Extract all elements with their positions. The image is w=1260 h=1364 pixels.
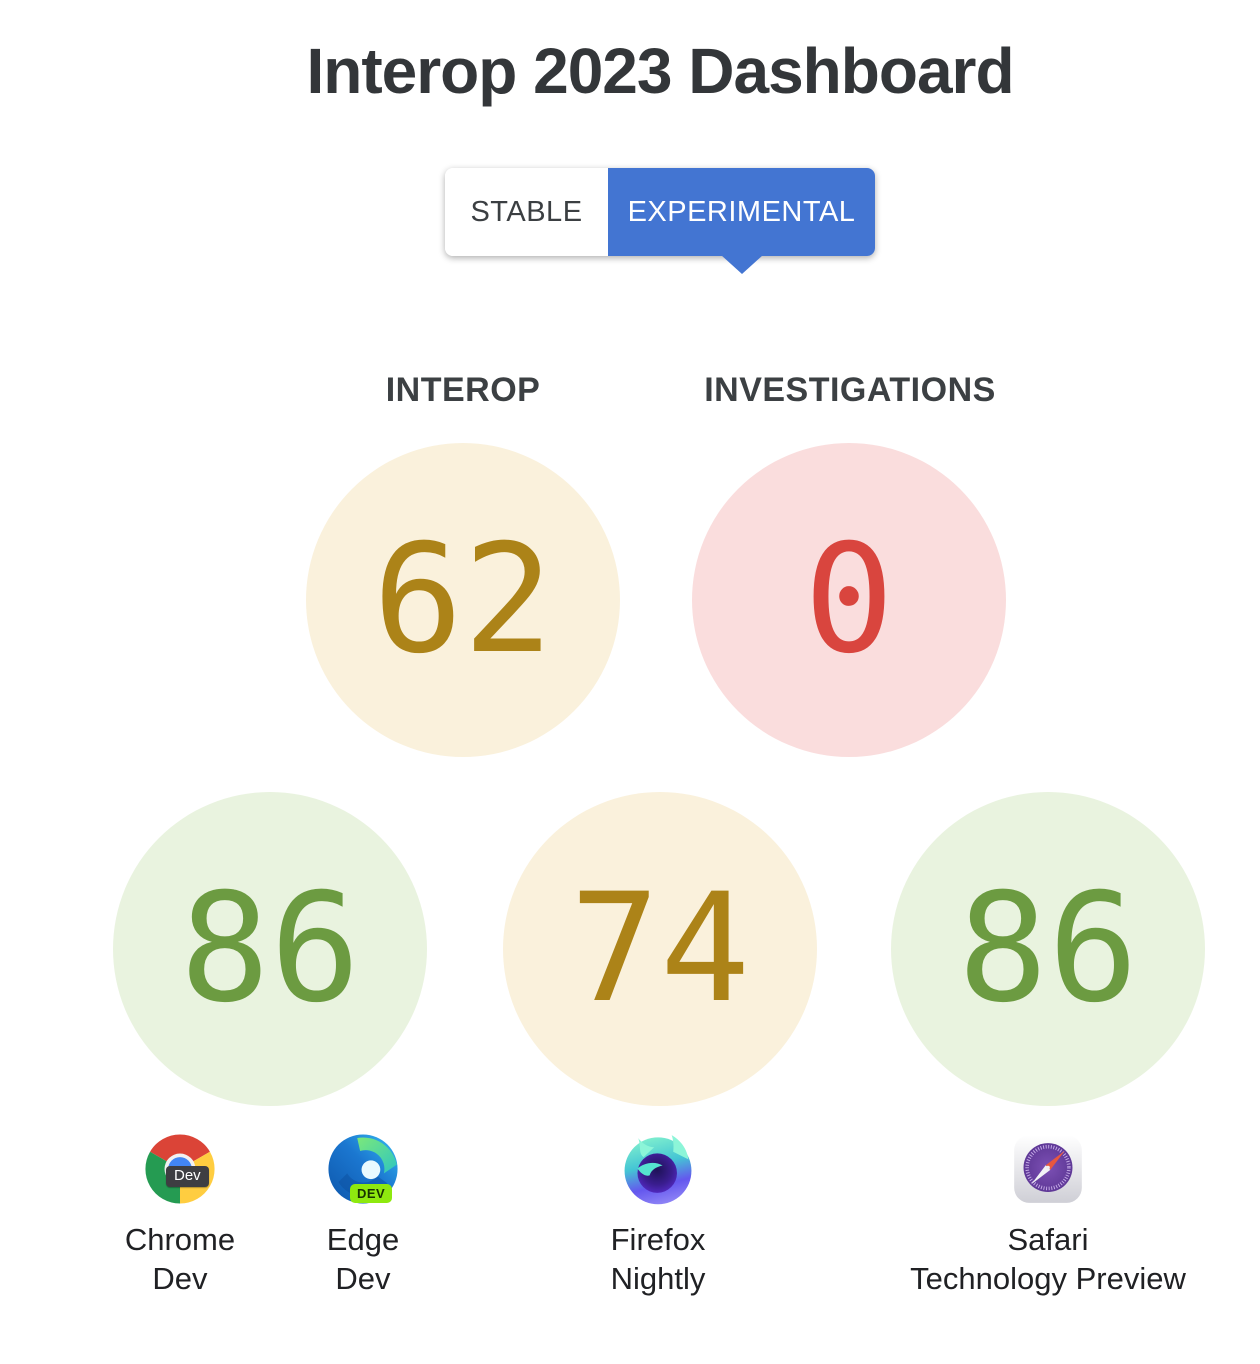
browser-label-line: Nightly xyxy=(610,1261,706,1296)
investigations-score-circle: 0 xyxy=(692,443,1006,757)
chrome-dev-icon: Dev xyxy=(144,1133,216,1205)
firefox-score-circle: 74 xyxy=(503,792,817,1106)
browser-label-line: Safari xyxy=(1007,1222,1089,1257)
investigations-score-value: 0 xyxy=(803,513,895,687)
tab-experimental[interactable]: EXPERIMENTAL xyxy=(608,168,875,256)
chrome-edge-score-value: 86 xyxy=(179,862,361,1036)
safari-technology-preview-icon xyxy=(1012,1133,1084,1205)
chrome-edge-score-circle: 86 xyxy=(113,792,427,1106)
interop-score-value: 62 xyxy=(372,513,554,687)
browser-label-line: Dev xyxy=(152,1261,208,1296)
browser-label-edge-dev: Edge Dev xyxy=(263,1220,463,1298)
interop-score-circle: 62 xyxy=(306,443,620,757)
browser-label-safari-technology-preview: Safari Technology Preview xyxy=(848,1220,1248,1298)
firefox-score-value: 74 xyxy=(569,862,751,1036)
browser-label-chrome-dev: Chrome Dev xyxy=(80,1220,280,1298)
page-title: Interop 2023 Dashboard xyxy=(306,35,1014,107)
browser-label-firefox-nightly: Firefox Nightly xyxy=(558,1220,758,1298)
view-toggle-row: STABLE EXPERIMENTAL xyxy=(445,168,875,256)
safari-score-value: 86 xyxy=(957,862,1139,1036)
edge-dev-badge: DEV xyxy=(350,1184,393,1203)
chrome-dev-badge: Dev xyxy=(166,1166,209,1187)
browser-label-line: Chrome xyxy=(124,1222,236,1257)
interop-section-label: INTEROP xyxy=(385,371,541,409)
browser-label-line: Firefox xyxy=(610,1222,706,1257)
edge-dev-icon: DEV xyxy=(327,1133,399,1205)
firefox-nightly-icon xyxy=(620,1129,696,1205)
selected-tab-pointer-icon xyxy=(721,255,763,274)
browser-label-line: Technology Preview xyxy=(910,1261,1186,1296)
browser-label-line: Dev xyxy=(335,1261,391,1296)
browser-label-line: Edge xyxy=(326,1222,400,1257)
investigations-section-label: INVESTIGATIONS xyxy=(704,371,996,409)
view-toggle: STABLE EXPERIMENTAL xyxy=(445,168,875,274)
safari-score-circle: 86 xyxy=(891,792,1205,1106)
tab-stable[interactable]: STABLE xyxy=(445,168,608,256)
